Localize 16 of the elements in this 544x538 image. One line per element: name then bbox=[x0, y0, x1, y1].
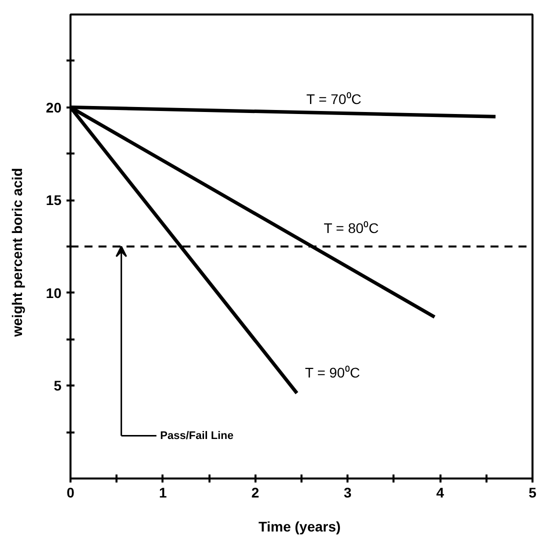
y-tick-label: 5 bbox=[54, 378, 62, 394]
annotation: T = 70⁰C bbox=[306, 91, 362, 108]
x-tick-label: 2 bbox=[251, 484, 260, 500]
annotation: T = 80⁰C bbox=[324, 220, 379, 236]
x-tick-label: 3 bbox=[344, 484, 352, 500]
annotation: Pass/Fail Line bbox=[160, 430, 234, 442]
y-axis-title: weight percent boric acid bbox=[8, 168, 25, 338]
x-axis-title: Time (years) bbox=[258, 518, 341, 534]
x-tick-label: 4 bbox=[436, 484, 444, 500]
x-tick-label: 0 bbox=[66, 484, 75, 500]
x-tick-label: 5 bbox=[528, 484, 537, 500]
y-tick-label: 10 bbox=[46, 284, 62, 301]
y-tick-label: 20 bbox=[46, 99, 62, 116]
y-tick-label: 15 bbox=[46, 192, 62, 208]
x-tick-label: 1 bbox=[159, 484, 168, 500]
annotation: T = 90⁰C bbox=[305, 364, 360, 380]
